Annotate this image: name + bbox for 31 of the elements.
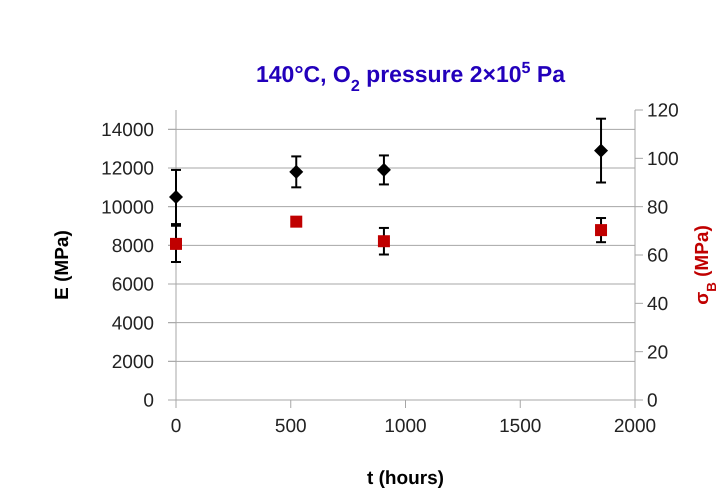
point [290, 216, 302, 228]
y2-tick-label: 40 [647, 294, 668, 315]
y2-tick-label: 0 [647, 390, 658, 412]
y-axis-title: E (MPa) [52, 230, 73, 300]
y2-tick-label: 80 [647, 197, 668, 218]
chart-title: 140°C, O$_{2}$ pressure 2×10$^{5}$ Pa [256, 59, 566, 95]
x-tick-label: 0 [170, 416, 182, 437]
point [289, 164, 304, 179]
point [170, 238, 182, 250]
point [595, 224, 608, 236]
point [594, 144, 608, 158]
x-tick-label: 500 [274, 416, 307, 437]
y2-tick-label: 120 [647, 100, 679, 122]
x-tick-label: 1000 [384, 416, 427, 437]
y-tick-label: 10000 [101, 197, 154, 218]
point [378, 235, 390, 248]
x-tick-label: 2000 [614, 416, 656, 437]
point [376, 162, 391, 177]
y-tick-label: 14000 [101, 120, 154, 141]
y2-tick-label: 20 [647, 342, 668, 364]
y-tick-label: 0 [143, 390, 154, 412]
y-tick-label: 4000 [112, 313, 154, 334]
y-tick-label: 8000 [112, 236, 154, 257]
x-axis-title: t (hours) [366, 468, 444, 489]
y-tick-label: 2000 [112, 352, 154, 373]
y2-tick-label: 60 [647, 246, 668, 267]
y-tick-label: 12000 [101, 158, 154, 180]
y2-tick-label: 100 [647, 148, 679, 170]
y-tick-label: 6000 [112, 274, 154, 296]
x-tick-label: 1500 [499, 416, 542, 437]
point [169, 190, 183, 204]
